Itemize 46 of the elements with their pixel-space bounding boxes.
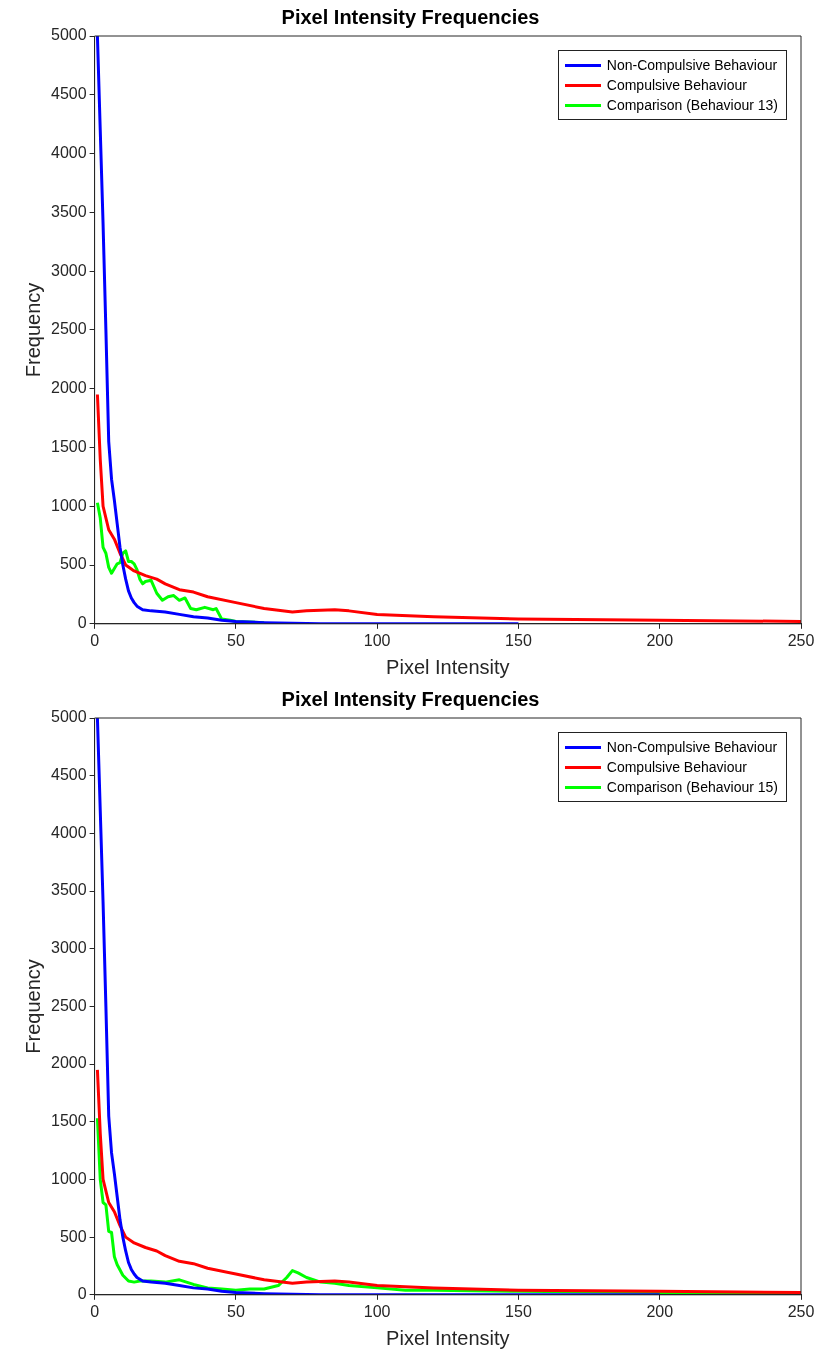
y-tick-label: 5000: [51, 708, 87, 726]
x-tick-label: 150: [505, 631, 532, 649]
x-tick-label: 200: [646, 1302, 674, 1320]
y-tick-label: 4000: [51, 143, 87, 161]
y-tick-label: 3000: [51, 261, 87, 279]
legend-label: Compulsive Behaviour: [606, 759, 747, 775]
x-tick-label: 200: [646, 631, 674, 649]
y-tick-label: 0: [77, 1285, 87, 1303]
y-tick-label: 2500: [51, 996, 87, 1014]
x-axis-title: Pixel Intensity: [386, 1326, 510, 1349]
y-axis-title: Frequency: [21, 959, 44, 1054]
y-tick-label: 1000: [51, 496, 87, 514]
x-tick-label: 250: [787, 631, 815, 649]
x-tick-label: 50: [226, 631, 245, 649]
chart-title: Pixel Intensity Frequencies: [281, 5, 540, 28]
legend-label: Compulsive Behaviour: [606, 77, 747, 93]
y-tick-label: 3500: [51, 202, 87, 220]
x-tick-label: 150: [505, 1302, 532, 1320]
legend-label: Comparison (Behaviour 15): [606, 779, 778, 795]
y-tick-label: 500: [59, 1227, 87, 1245]
x-tick-label: 0: [90, 1302, 100, 1320]
y-tick-label: 3000: [51, 939, 87, 957]
y-tick-label: 1500: [51, 1112, 87, 1130]
legend-label: Comparison (Behaviour 13): [606, 97, 778, 113]
y-tick-label: 4500: [51, 766, 87, 784]
x-tick-label: 100: [363, 631, 391, 649]
y-tick-label: 2500: [51, 320, 87, 338]
y-tick-label: 500: [59, 555, 87, 573]
y-axis-title: Frequency: [21, 282, 44, 378]
x-tick-label: 50: [226, 1302, 245, 1320]
legend-label: Non-Compulsive Behaviour: [606, 739, 778, 755]
x-tick-label: 250: [787, 1302, 815, 1320]
y-tick-label: 1500: [51, 437, 87, 455]
y-tick-label: 3500: [51, 881, 87, 899]
x-tick-label: 100: [363, 1302, 391, 1320]
y-tick-label: 1000: [51, 1169, 87, 1187]
y-tick-label: 4000: [51, 823, 87, 841]
y-tick-label: 0: [77, 614, 87, 632]
y-tick-label: 5000: [51, 26, 87, 44]
y-tick-label: 2000: [51, 379, 87, 397]
x-tick-label: 0: [90, 631, 100, 649]
x-axis-title: Pixel Intensity: [386, 655, 510, 678]
y-tick-label: 4500: [51, 85, 87, 103]
y-tick-label: 2000: [51, 1054, 87, 1072]
legend-label: Non-Compulsive Behaviour: [606, 57, 778, 73]
chart-title: Pixel Intensity Frequencies: [281, 687, 540, 710]
